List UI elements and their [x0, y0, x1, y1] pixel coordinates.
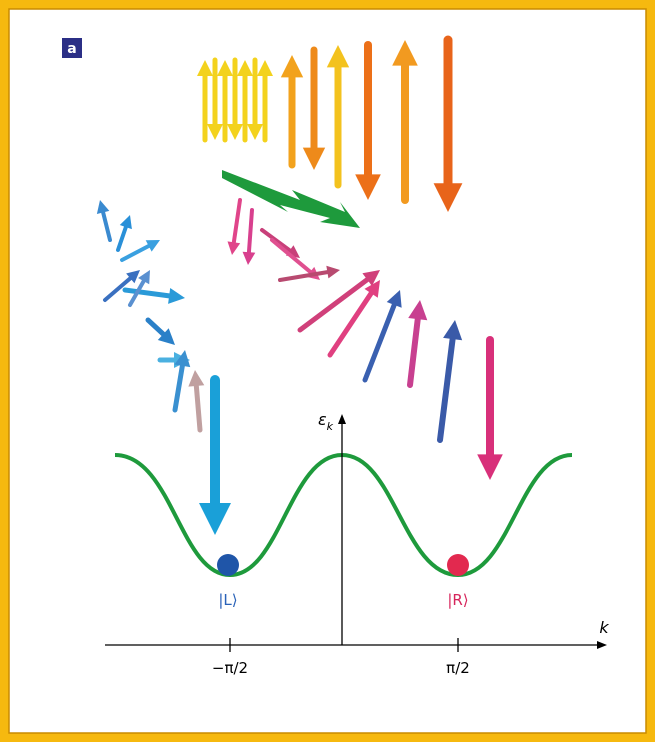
- transition-arrow: [222, 170, 360, 228]
- left-state-dot: [217, 554, 239, 576]
- arrow-head: [227, 124, 243, 140]
- arrow-head: [197, 60, 213, 76]
- arrow-shaft: [270, 238, 313, 274]
- panel-label: a: [67, 41, 76, 57]
- arrow-head: [237, 60, 253, 76]
- x-axis-head: [597, 641, 607, 649]
- arrow-head: [433, 183, 463, 212]
- panel: [8, 8, 647, 734]
- arrow-head: [280, 55, 304, 78]
- arrow-head: [157, 328, 175, 345]
- arrow-shaft: [260, 228, 292, 253]
- arrow-head: [386, 290, 402, 308]
- arrow-head: [257, 60, 273, 76]
- panel-label-box: [62, 38, 82, 58]
- right-state-label: |R⟩: [447, 591, 468, 609]
- arrow-shaft: [122, 287, 172, 299]
- arrow-shaft: [278, 270, 330, 282]
- arrow-shaft: [437, 336, 456, 443]
- arrow-head: [199, 503, 231, 535]
- tick-label: π/2: [446, 659, 470, 677]
- y-axis-head: [338, 414, 346, 424]
- arrow-shaft: [327, 290, 374, 358]
- arrow-head: [207, 124, 223, 140]
- arrow-shaft: [103, 276, 133, 302]
- left-state-label: |L⟩: [218, 591, 237, 609]
- right-state-dot: [447, 554, 469, 576]
- arrow-head: [188, 370, 205, 387]
- arrow-head: [138, 270, 150, 285]
- arrow-shaft: [362, 302, 397, 383]
- arrow-shaft: [407, 316, 421, 388]
- arrow-head: [477, 454, 503, 480]
- x-axis-label: k: [599, 618, 609, 637]
- arrow-head: [168, 287, 185, 304]
- arrow-shaft: [145, 317, 166, 337]
- arrow-shaft: [193, 383, 203, 433]
- arrow-head: [174, 350, 191, 368]
- arrow-shaft: [231, 198, 242, 245]
- arrow-head: [145, 240, 160, 252]
- arrow-head: [126, 270, 140, 284]
- arrow-shaft: [172, 363, 185, 413]
- arrow-head: [217, 60, 233, 76]
- tick-label: −π/2: [212, 659, 248, 677]
- arrow-shaft: [116, 225, 128, 252]
- arrow-head: [364, 280, 380, 298]
- arrow-head: [227, 241, 241, 255]
- y-axis-symbol: ε: [318, 410, 327, 429]
- arrow-head: [443, 320, 463, 341]
- arrow-head: [119, 215, 132, 230]
- arrow-head: [96, 200, 110, 214]
- arrow-head: [326, 265, 340, 279]
- arrow-head: [355, 174, 381, 200]
- arrow-head: [247, 124, 263, 140]
- arrow-shaft: [120, 243, 151, 262]
- arrow-head: [242, 251, 256, 265]
- spin-arrows: [96, 35, 503, 535]
- arrow-head: [362, 270, 380, 286]
- arrow-head: [302, 147, 326, 170]
- y-axis-label: εk: [318, 410, 334, 433]
- arrow-shaft: [297, 277, 370, 333]
- arrow-shaft: [101, 210, 112, 242]
- y-axis-subscript: k: [327, 420, 334, 433]
- arrow-shaft: [246, 208, 254, 255]
- arrow-head: [326, 45, 350, 68]
- arrow-shaft: [128, 279, 146, 307]
- arrow-head: [392, 40, 418, 66]
- arrow-head: [408, 300, 428, 321]
